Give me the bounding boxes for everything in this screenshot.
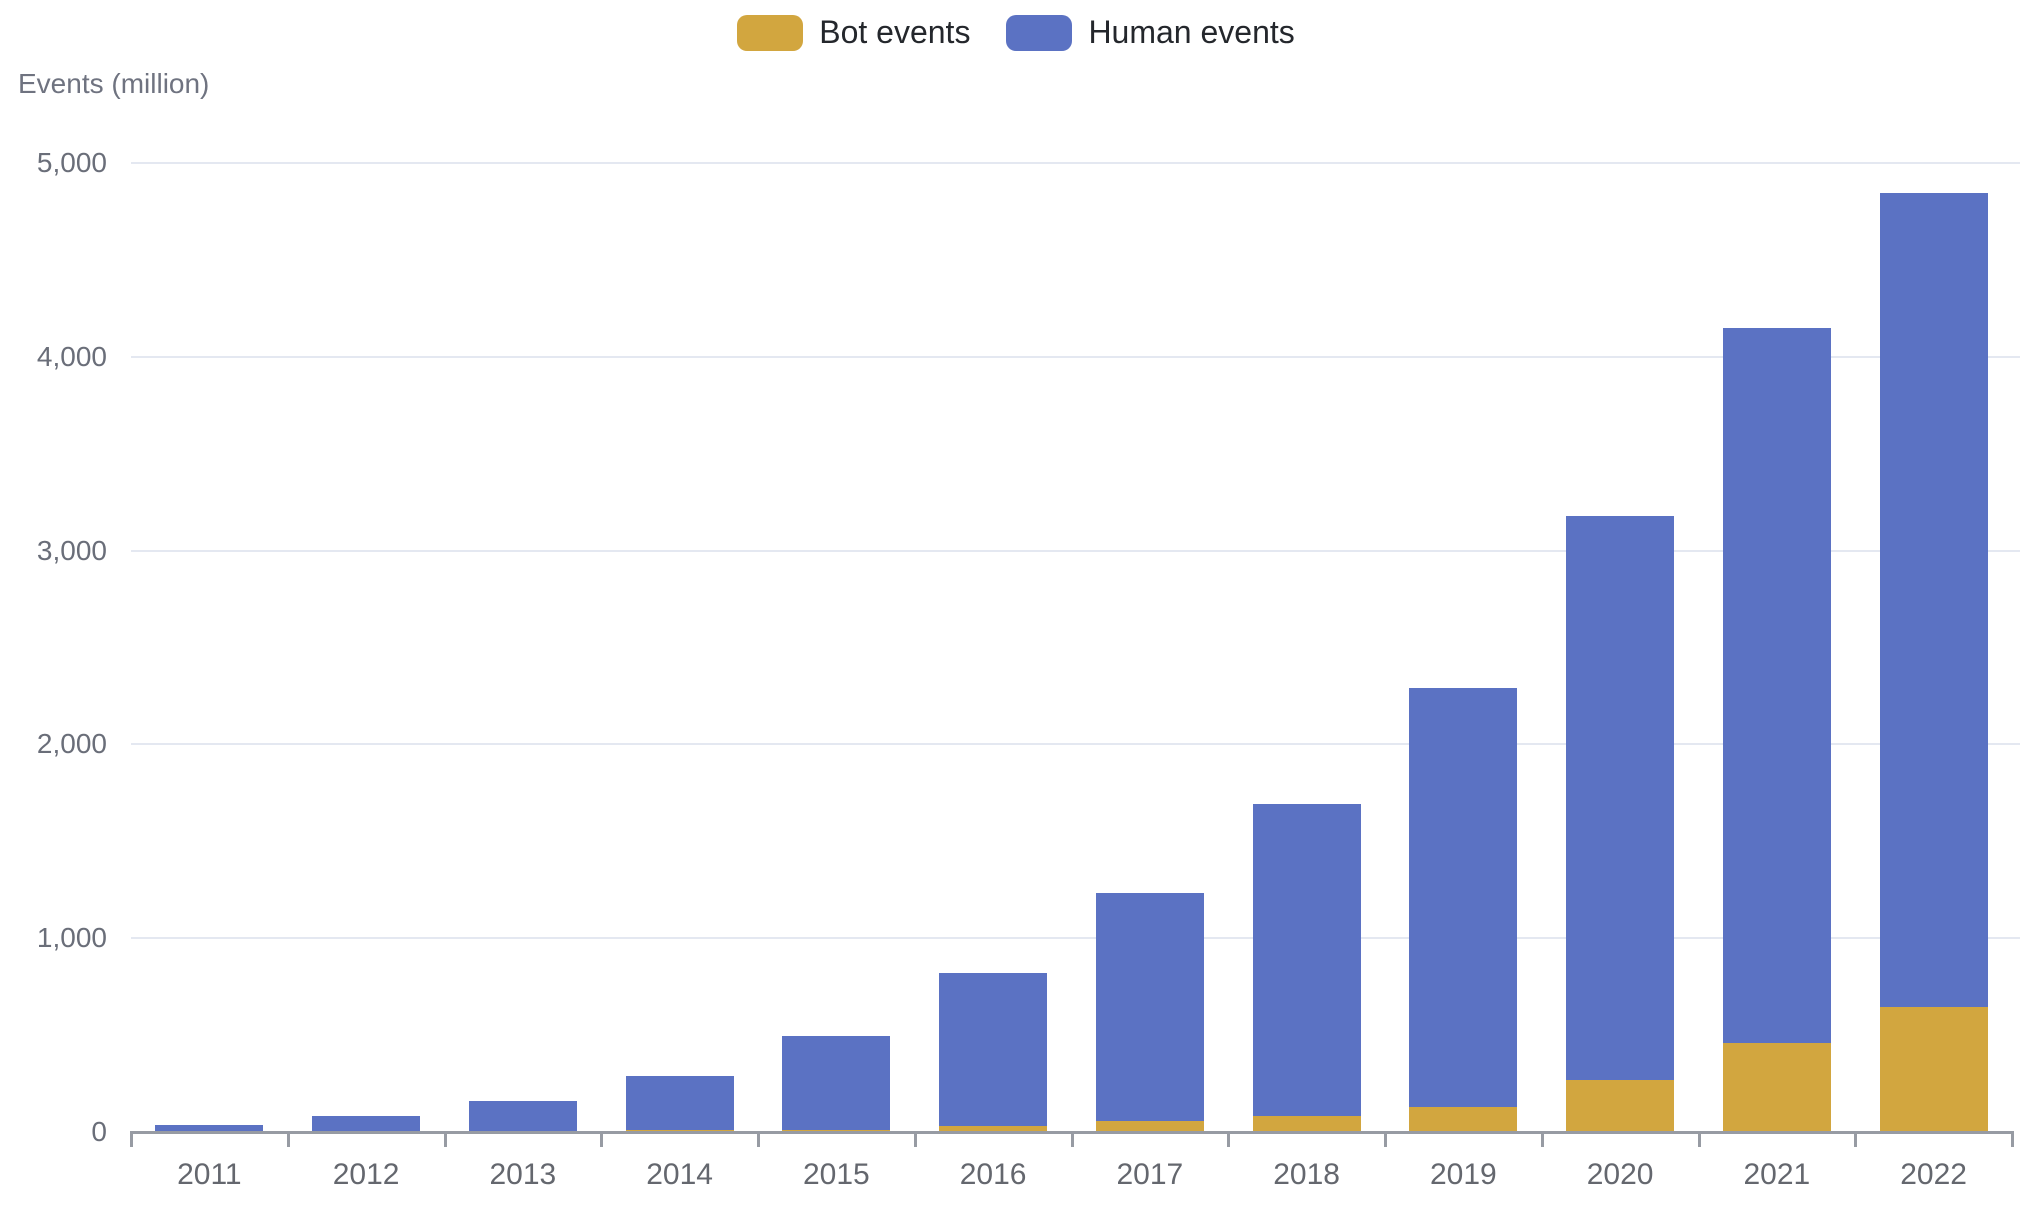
bar-segment-human-2018[interactable] [1252,804,1361,1117]
gridline-5000 [131,162,2020,164]
x-axis-label-2012: 2012 [332,1158,400,1191]
bar-segment-bot-2020[interactable] [1566,1079,1675,1132]
bar-segment-bot-2021[interactable] [1722,1042,1831,1132]
y-axis-tick-label: 0 [91,1116,107,1147]
bar-segment-bot-2017[interactable] [1095,1121,1204,1132]
legend: Bot events Human events [0,14,2032,51]
bar-segment-human-2015[interactable] [782,1036,891,1130]
y-axis-tick-label: 2,000 [36,728,107,760]
x-axis-label-2014: 2014 [646,1158,713,1191]
y-axis-title: Events (million) [18,68,210,99]
y-axis-tick-label: 1,000 [36,922,107,954]
x-axis-label-2016: 2016 [959,1158,1027,1191]
x-axis-tick [1854,1131,1858,1147]
y-axis-tick-label: 3,000 [36,534,107,566]
x-axis-label-2015: 2015 [803,1158,870,1191]
bar-segment-human-2017[interactable] [1095,892,1204,1122]
x-axis-label-2022: 2022 [1900,1158,1967,1191]
legend-item-bot-events[interactable]: Bot events [737,14,970,51]
y-axis-tick-label: 5,000 [36,147,107,178]
bar-segment-human-2019[interactable] [1409,688,1518,1107]
x-axis-label-2017: 2017 [1116,1158,1184,1191]
bar-segment-human-2016[interactable] [939,973,1048,1127]
x-axis-tick [600,1131,604,1147]
x-axis-tick [2011,1131,2014,1147]
bar-segment-human-2013[interactable] [468,1100,577,1132]
bar-segment-human-2021[interactable] [1722,327,1831,1043]
bar-segment-human-2020[interactable] [1566,515,1675,1080]
x-axis-label-2019: 2019 [1430,1158,1497,1191]
legend-label-human: Human events [1088,14,1295,50]
x-axis-label-2020: 2020 [1586,1158,1654,1191]
x-axis-tick [443,1131,447,1147]
x-axis-tick [130,1131,133,1147]
bar-segment-bot-2022[interactable] [1879,1006,1988,1132]
bar-segment-bot-2015[interactable] [782,1129,891,1132]
bar-segment-bot-2018[interactable] [1252,1116,1361,1132]
x-axis-tick [1697,1131,1701,1147]
legend-swatch-bot-icon [737,14,804,51]
legend-label-bot: Bot events [819,14,971,50]
legend-swatch-human-icon [1006,14,1073,51]
bar-segment-human-2022[interactable] [1879,193,1988,1007]
bar-segment-bot-2016[interactable] [939,1126,1048,1132]
bar-segment-human-2012[interactable] [312,1116,421,1132]
bar-segment-human-2011[interactable] [155,1125,264,1132]
x-axis-label-2018: 2018 [1273,1158,1340,1191]
bar-segment-bot-2019[interactable] [1409,1106,1518,1132]
x-axis-tick [1540,1131,1544,1147]
legend-item-human-events[interactable]: Human events [1006,14,1295,51]
gridline-4000 [131,355,2020,358]
x-axis-tick [1384,1131,1387,1147]
bar-segment-human-2014[interactable] [625,1075,734,1131]
x-axis-tick [1227,1131,1231,1147]
x-axis-tick [757,1131,760,1147]
x-axis-tick [913,1131,917,1147]
x-axis-label-2013: 2013 [489,1158,557,1191]
x-axis-tick [1070,1131,1074,1147]
gridline-3000 [131,549,2020,552]
x-axis-tick [286,1131,290,1147]
x-axis-label-2011: 2011 [177,1158,242,1191]
x-axis-label-2021: 2021 [1743,1158,1811,1191]
y-axis-tick-label: 4,000 [36,340,107,372]
gridline-2000 [131,743,2020,746]
gridline-1000 [131,937,2020,940]
